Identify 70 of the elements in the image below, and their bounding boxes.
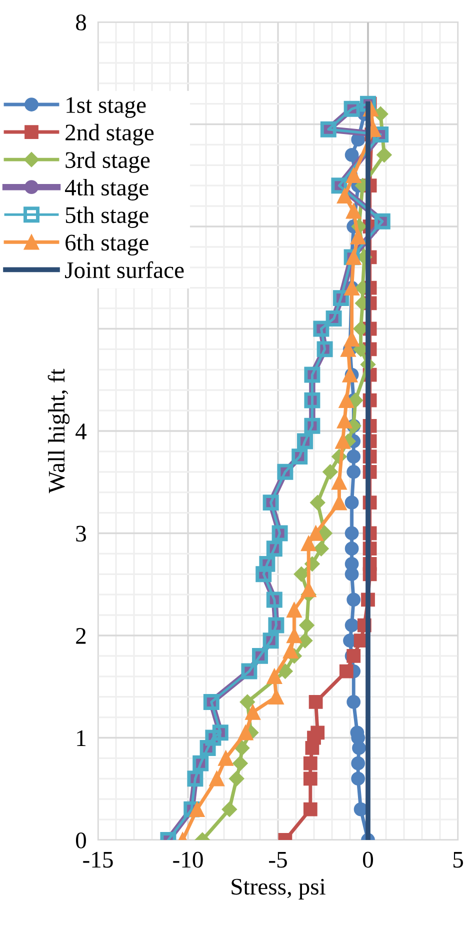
legend-label: 5th stage <box>66 206 148 228</box>
point <box>354 802 368 816</box>
x-tick-label: -15 <box>83 852 113 868</box>
point <box>350 229 366 244</box>
point <box>344 496 359 510</box>
x-tick-label: 5 <box>453 852 463 868</box>
point <box>322 464 338 480</box>
point <box>310 726 325 740</box>
legend-label: 3rd stage <box>66 151 150 173</box>
x-tick-label: -5 <box>269 852 287 868</box>
point <box>338 392 354 408</box>
y-tick-label: 1 <box>77 730 86 746</box>
point <box>346 204 362 219</box>
legend-label: 6th stage <box>66 234 148 256</box>
y-tick-label: 3 <box>76 526 86 542</box>
point <box>314 541 329 556</box>
point <box>286 602 302 618</box>
point <box>218 750 234 766</box>
point <box>346 168 362 184</box>
point <box>336 413 352 428</box>
point <box>344 542 359 556</box>
y-axis-title: Wall hight, ft <box>48 368 70 494</box>
y-tick-label: 0 <box>76 832 86 848</box>
point <box>282 643 298 658</box>
point <box>229 771 244 786</box>
point <box>303 802 318 816</box>
y-tick-label: 2 <box>76 628 86 644</box>
point <box>209 771 224 786</box>
point <box>238 725 254 740</box>
point <box>189 802 205 817</box>
point <box>346 592 361 607</box>
x-tick-label: 0 <box>362 852 374 868</box>
point <box>336 188 352 204</box>
point <box>344 618 359 632</box>
point <box>222 802 237 817</box>
y-tick-label: 4 <box>76 424 87 440</box>
point <box>351 772 366 786</box>
point <box>351 756 366 770</box>
point <box>344 556 359 571</box>
point <box>346 464 361 479</box>
point <box>245 704 260 720</box>
point <box>234 740 250 756</box>
legend-label: 4th stage <box>65 178 148 200</box>
point <box>346 695 361 709</box>
point <box>240 694 255 710</box>
point <box>376 147 392 162</box>
point <box>335 434 350 449</box>
point <box>266 668 282 684</box>
point <box>268 689 284 704</box>
point <box>300 536 316 552</box>
point <box>346 450 361 464</box>
point <box>339 664 354 678</box>
point <box>308 526 324 541</box>
legend-label: 1st stage <box>66 97 146 118</box>
legend-label: 2nd stage <box>66 124 154 146</box>
point <box>278 664 293 679</box>
y-tick-label: 8 <box>76 14 86 30</box>
point <box>344 526 359 540</box>
point <box>344 148 359 162</box>
point <box>308 695 323 709</box>
point <box>303 756 318 770</box>
point <box>310 495 326 510</box>
point <box>299 618 314 633</box>
point <box>303 772 318 786</box>
legend-label: Joint surface <box>65 261 184 278</box>
x-axis-title: Stress, psi <box>232 878 326 900</box>
point <box>332 474 347 490</box>
point <box>294 566 309 582</box>
point <box>232 756 248 771</box>
x-tick-label: -10 <box>173 852 203 868</box>
